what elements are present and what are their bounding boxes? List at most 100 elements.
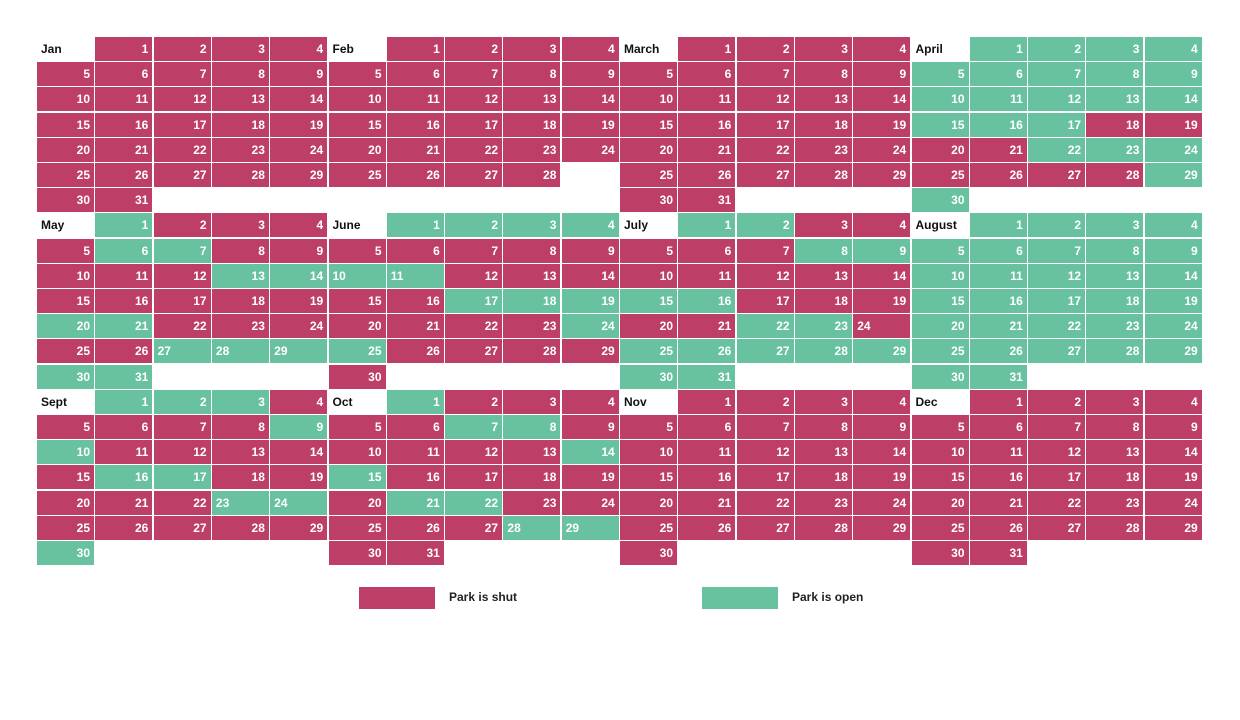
day-cell-shut: 12 [445,263,503,288]
day-cell-shut: 5 [37,62,94,87]
day-cell-shut: 14 [1144,440,1202,465]
day-cell-open: 8 [503,414,561,439]
day-cell-shut: 5 [328,238,386,263]
day-cell-shut: 25 [37,515,94,540]
day-cell-open: 24 [1144,137,1202,162]
day-cell-open: 16 [969,112,1027,137]
day-cell-shut: 10 [328,440,386,465]
day-cell-shut: 28 [503,339,561,364]
day-cell-shut: 21 [969,137,1027,162]
day-cell-open: 9 [1144,62,1202,87]
day-cell-open: 5 [911,238,969,263]
day-cell-open: 16 [95,465,153,490]
day-cell-shut: 4 [561,389,619,414]
month-dec: Dec 1 2 3 4 5 6 7 8 9 10 11 12 13 14 15 16 17 18 19 20 21 22 23… [911,389,1204,566]
day-cell-open: 27 [153,339,211,364]
day-cell-shut: 12 [445,87,503,112]
day-cell-shut: 31 [386,540,444,565]
day-cell-shut: 18 [503,112,561,137]
day-cell-shut: 28 [503,163,561,187]
day-cell-shut: 11 [678,87,736,112]
day-cell-shut: 5 [620,414,677,439]
day-cell-shut: 24 [853,490,911,515]
day-cell-shut: 21 [386,137,444,162]
day-cell-shut: 1 [678,389,736,414]
legend-shut-label: Park is shut [449,590,518,604]
day-cell-shut: 8 [794,414,852,439]
day-cell-shut: 15 [37,288,94,313]
day-cell-shut: 23 [211,314,269,339]
day-cell-shut: 7 [153,414,211,439]
day-cell-open: 28 [503,515,561,540]
day-cell-shut: 10 [911,440,969,465]
day-cell-shut: 27 [153,515,211,540]
day-cell-shut: 23 [794,137,852,162]
day-cell-shut: 1 [678,37,736,61]
day-cell-shut: 23 [1086,490,1144,515]
day-cell-open: 4 [561,213,619,238]
day-cell-shut: 15 [37,112,94,137]
day-cell-open: 7 [153,238,211,263]
day-cell-shut: 5 [37,414,94,439]
day-cell-open: 10 [37,440,94,465]
day-cell-shut: 6 [678,62,736,87]
day-cell-open: 28 [1086,339,1144,364]
day-cell-shut: 26 [95,515,153,540]
day-cell-shut: 15 [620,465,677,490]
day-cell-open: 7 [1028,238,1086,263]
day-cell-shut: 27 [736,515,794,540]
day-cell-shut: 26 [969,163,1027,187]
day-cell-shut: 3 [211,37,269,61]
day-cell-open: 23 [1086,314,1144,339]
month-label: Sept [41,394,68,409]
day-cell-open: 30 [37,364,94,389]
day-cell-shut: 28 [1086,515,1144,540]
day-cell-open: 8 [1086,238,1144,263]
month-march: March 1 2 3 4 5 6 7 8 9 10 11 12 13 14 15 16 17 18 19 20 21 22… [620,37,912,213]
day-cell-shut: 23 [211,137,269,162]
legend-open-swatch [702,587,778,609]
day-cell-shut: 6 [678,238,736,263]
day-cell-shut: 20 [37,490,94,515]
day-cell-shut: 29 [561,339,619,364]
day-cell-open: 15 [328,465,386,490]
day-cell-shut: 16 [678,112,736,137]
day-cell-shut: 8 [1086,414,1144,439]
day-cell-shut: 24 [1144,490,1202,515]
day-cell-open: 3 [1086,37,1144,61]
day-cell-shut: 6 [678,414,736,439]
day-cell-shut: 20 [911,490,969,515]
day-cell-shut: 7 [445,62,503,87]
day-cell-open: 10 [328,263,386,288]
day-cell-open: 25 [328,339,386,364]
day-cell-shut: 12 [445,440,503,465]
day-cell-shut: 30 [37,188,94,213]
day-cell-open: 11 [969,263,1027,288]
day-cell-open: 25 [620,339,677,364]
day-cell-shut: 13 [794,87,852,112]
day-cell-open: 5 [911,62,969,87]
month-april: April 1 2 3 4 5 6 7 8 9 10 11 12 13 14 15 16 17 18 19 20 21 22… [911,37,1204,213]
day-cell-shut: 27 [445,515,503,540]
day-cell-shut: 12 [736,263,794,288]
day-cell-shut: 15 [37,465,94,490]
day-cell-shut: 8 [503,238,561,263]
month-label: Dec [915,394,938,409]
day-cell-shut: 19 [270,465,328,490]
day-cell-open: 17 [153,465,211,490]
day-cell-shut: 27 [445,339,503,364]
day-cell-shut: 7 [1028,414,1086,439]
day-cell-shut: 25 [911,515,969,540]
day-cell-shut: 2 [445,389,503,414]
day-cell-open: 2 [1028,37,1086,61]
day-cell-open: 22 [445,490,503,515]
day-cell-shut: 17 [153,288,211,313]
day-cell-shut: 1 [386,37,444,61]
day-cell-shut: 15 [620,112,677,137]
day-cell-shut: 3 [503,37,561,61]
day-cell-shut: 14 [561,87,619,112]
day-cell-shut: 21 [678,137,736,162]
day-cell-open: 1 [386,389,444,414]
day-cell-shut: 31 [678,188,736,213]
day-cell-shut: 26 [678,515,736,540]
